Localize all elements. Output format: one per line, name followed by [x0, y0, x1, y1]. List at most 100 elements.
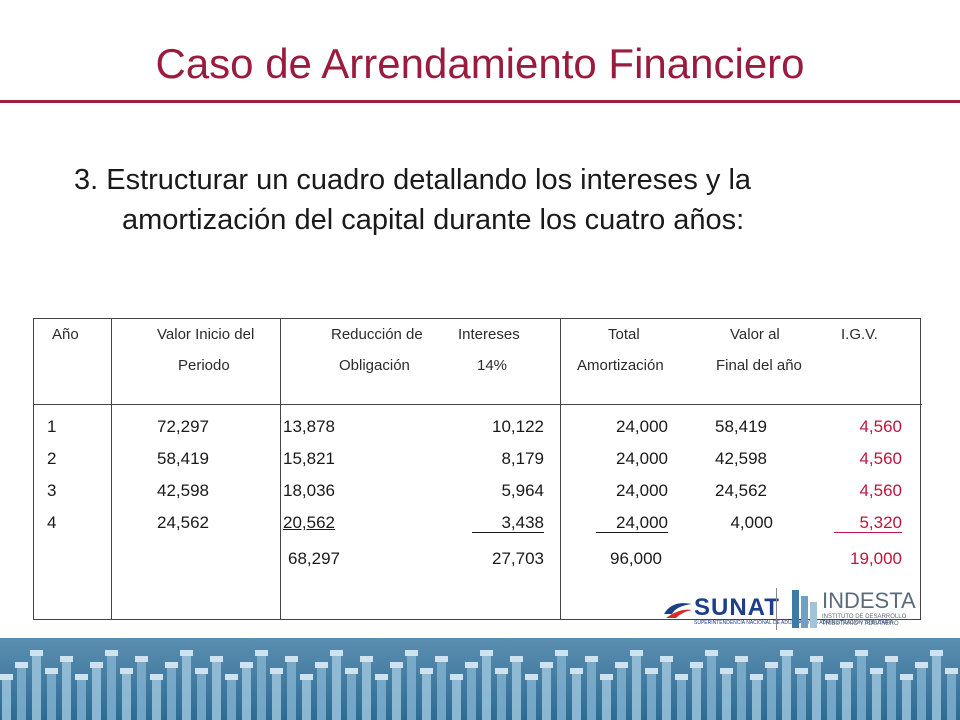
footer-pattern-cap	[750, 674, 763, 680]
footer-pattern-bar	[632, 656, 641, 720]
sunat-logo-mark-icon	[664, 603, 692, 618]
footer-pattern-cap	[570, 668, 583, 674]
table-cell: 24,000	[616, 481, 668, 500]
footer-pattern-bar	[317, 668, 326, 720]
footer-pattern-bar	[377, 680, 386, 720]
footer-pattern-bar	[242, 668, 251, 720]
footer-pattern-band	[0, 638, 960, 720]
footer-pattern-bar	[497, 674, 506, 720]
footer-pattern-bar	[857, 656, 866, 720]
footer-pattern-bar	[452, 680, 461, 720]
footer-pattern-bar	[722, 674, 731, 720]
footer-pattern-cap	[720, 668, 733, 674]
footer-pattern-bar	[557, 656, 566, 720]
footer-pattern-cap	[825, 674, 838, 680]
footer-pattern-cap	[465, 662, 478, 668]
header-total-amortization: Total	[608, 326, 640, 343]
footer-pattern-cap	[0, 674, 13, 680]
footer-pattern-cap	[510, 656, 523, 662]
table-cell: 5,964	[501, 481, 544, 500]
footer-pattern-cap	[210, 656, 223, 662]
footer-pattern-cap	[495, 668, 508, 674]
footer-pattern-cap	[615, 662, 628, 668]
footer-pattern-cap	[255, 650, 268, 656]
footer-pattern-bar	[512, 662, 521, 720]
header-obligation-reduction-line2: Obligación	[339, 357, 410, 374]
table-cell: 4,000	[730, 513, 773, 532]
bullet-point: 3. Estructurar un cuadro detallando los …	[74, 160, 894, 240]
footer-pattern-cap	[180, 650, 193, 656]
table-cell: 10,122	[492, 417, 544, 436]
footer-pattern-cap	[795, 668, 808, 674]
footer-pattern	[0, 650, 958, 720]
table-cell: 24,000	[596, 513, 668, 533]
footer-pattern-cap	[660, 656, 673, 662]
header-end-value-line2: Final del año	[716, 357, 802, 374]
footer-pattern-cap	[405, 650, 418, 656]
footer-pattern-cap	[345, 668, 358, 674]
footer-pattern-cap	[525, 674, 538, 680]
indesta-subtitle-line-1: INSTITUTO DE DESARROLLO	[822, 614, 907, 620]
footer-pattern-cap	[300, 674, 313, 680]
table-cell: 24,000	[616, 449, 668, 468]
table-cell-igv: 4,560	[859, 417, 902, 436]
footer-pattern-cap	[135, 656, 148, 662]
footer-pattern-bar	[92, 668, 101, 720]
bullet-line-2: amortización del capital durante los cua…	[122, 204, 745, 236]
footer-pattern-bar	[932, 656, 941, 720]
footer-pattern-bar	[362, 662, 371, 720]
table-column-divider	[560, 318, 561, 620]
footer-pattern-bar	[347, 674, 356, 720]
slide-title: Caso de Arrendamiento Financiero	[155, 40, 805, 87]
header-interest: Intereses	[458, 326, 520, 343]
table-cell: 58,419	[157, 449, 209, 468]
footer-pattern-cap	[375, 674, 388, 680]
footer-pattern-bar	[182, 656, 191, 720]
table-cell-igv: 5,320	[834, 513, 902, 533]
indesta-logo-mark-icon	[792, 590, 817, 628]
footer-pattern-cap	[645, 668, 658, 674]
header-obligation-reduction: Reducción de	[331, 326, 423, 343]
header-start-value-line2: Periodo	[178, 357, 230, 374]
indesta-subtitle-line-2: TRIBUTARIO Y ADUANERO	[822, 621, 899, 627]
footer-pattern-bar	[902, 680, 911, 720]
footer-pattern-bar	[767, 668, 776, 720]
footer-pattern-cap	[165, 662, 178, 668]
footer-pattern-bar	[617, 668, 626, 720]
table-total: 27,703	[492, 549, 544, 568]
table-header-divider	[33, 404, 922, 405]
footer-pattern-cap	[435, 656, 448, 662]
footer-pattern-cap	[330, 650, 343, 656]
footer-pattern-bar	[797, 674, 806, 720]
footer-pattern-cap	[600, 674, 613, 680]
footer-pattern-cap	[270, 668, 283, 674]
footer-pattern-bar	[122, 674, 131, 720]
footer-pattern-cap	[45, 668, 58, 674]
amortization-table	[33, 318, 921, 620]
table-cell: 2	[47, 449, 57, 468]
footer-pattern-cap	[360, 656, 373, 662]
footer-pattern-cap	[195, 668, 208, 674]
footer-pattern-cap	[90, 662, 103, 668]
footer-pattern-cap	[15, 662, 28, 668]
footer-pattern-cap	[285, 656, 298, 662]
footer-pattern-cap	[885, 656, 898, 662]
footer-pattern-bar	[332, 656, 341, 720]
footer-pattern-bar	[212, 662, 221, 720]
footer-pattern-bar	[842, 668, 851, 720]
footer-pattern-cap	[840, 662, 853, 668]
footer-pattern-cap	[915, 662, 928, 668]
footer-pattern-bar	[827, 680, 836, 720]
sunat-logo: SUNAT	[694, 594, 780, 621]
footer-pattern-bar	[137, 662, 146, 720]
title-underline	[0, 100, 960, 103]
institution-logos: SUNAT SUPERINTENDENCIA NACIONAL DE ADUAN…	[650, 580, 920, 640]
footer-pattern-cap	[945, 668, 958, 674]
footer-pattern-cap	[450, 674, 463, 680]
footer-pattern-bar	[227, 680, 236, 720]
footer-pattern-bar	[917, 668, 926, 720]
footer-pattern-cap	[585, 656, 598, 662]
table-cell: 3	[47, 481, 57, 500]
footer-pattern-cap	[810, 656, 823, 662]
table-cell: 24,562	[715, 481, 767, 500]
